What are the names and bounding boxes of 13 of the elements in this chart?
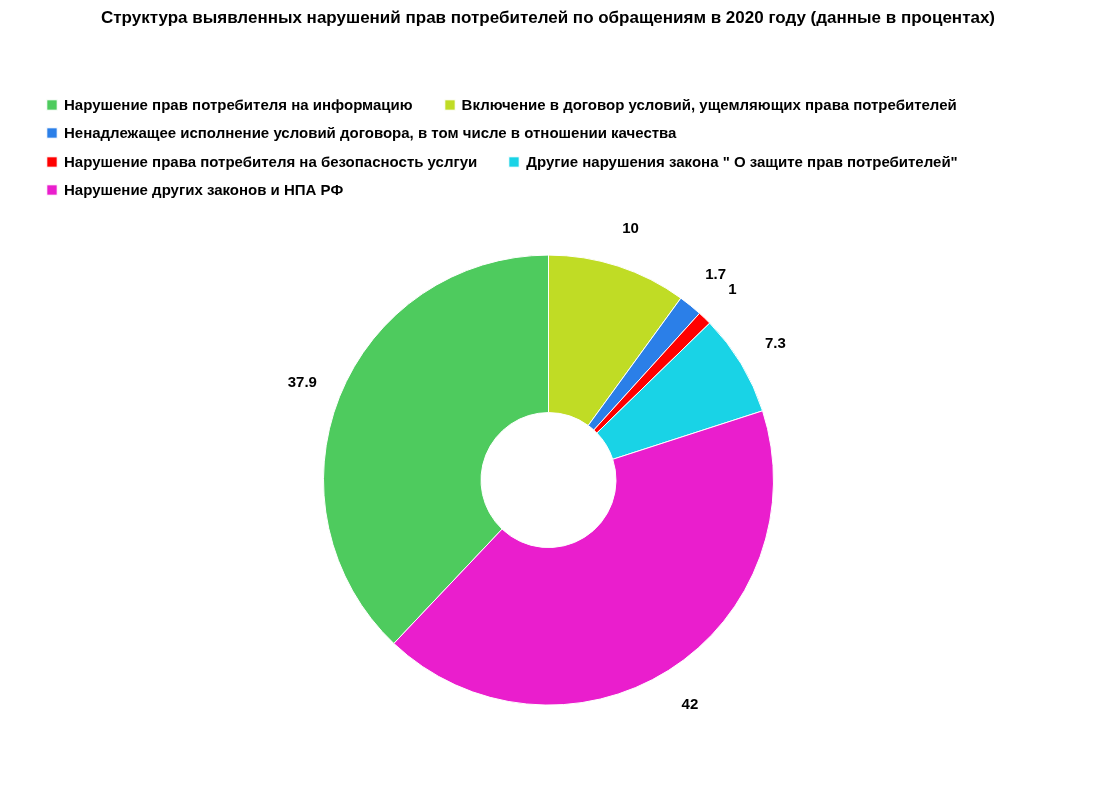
chart-title: Структура выявленных нарушений прав потребителей по обращениям в 2020 году (данные в процентах) [100,7,996,27]
legend-label: Нарушение других законов и НПА РФ [64,180,344,200]
data-label: 10 [622,218,639,236]
data-label: 42 [681,695,699,713]
data-label: 1 [728,280,737,298]
data-label: 37.9 [287,372,317,390]
data-label: 7.3 [765,334,786,352]
legend-label: Нарушение права потребителя на безопасность услгуи [64,151,478,171]
legend-label: Другие нарушения закона " О защите прав потребителей" [526,151,958,171]
legend-label: Включение в договор условий, ущемляющих права потребителей [461,94,957,114]
legend-label: Ненадлежащее исполнение условий договора, в том числе в отношении качества [64,123,677,143]
data-label: 1.7 [705,265,727,283]
legend-label: Нарушение прав потребителя на информацию [64,94,413,114]
